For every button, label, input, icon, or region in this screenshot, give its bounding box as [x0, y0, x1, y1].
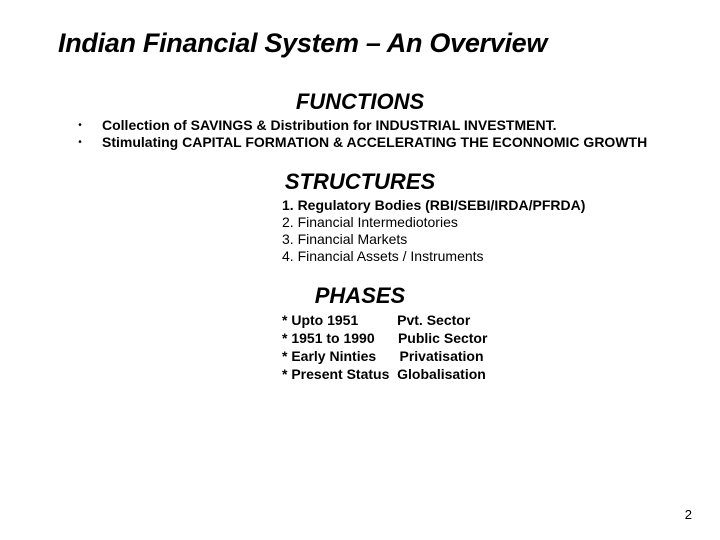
phase-item: * Upto 1951 Pvt. Sector — [282, 311, 662, 329]
structure-item: 2. Financial Intermediotories — [282, 214, 662, 231]
structures-heading: STRUCTURES — [58, 169, 662, 195]
phase-item: * Early Ninties Privatisation — [282, 347, 662, 365]
bullets-column: • • — [58, 117, 102, 151]
functions-text: Collection of SAVINGS & Distribution for… — [102, 117, 647, 151]
structure-item: 4. Financial Assets / Instruments — [282, 248, 662, 265]
structure-item: 3. Financial Markets — [282, 231, 662, 248]
slide-container: Indian Financial System – An Overview FU… — [0, 0, 720, 383]
phases-heading: PHASES — [58, 283, 662, 309]
page-number: 2 — [685, 507, 692, 522]
functions-block: • • Collection of SAVINGS & Distribution… — [58, 117, 662, 151]
function-item: Stimulating CAPITAL FORMATION & ACCELERA… — [102, 134, 647, 151]
bullet-icon: • — [58, 117, 102, 134]
function-item: Collection of SAVINGS & Distribution for… — [102, 117, 647, 134]
phase-item: * Present Status Globalisation — [282, 365, 662, 383]
phases-list: * Upto 1951 Pvt. Sector * 1951 to 1990 P… — [282, 311, 662, 383]
structure-item-text: 1. Regulatory Bodies (RBI/SEBI/IRDA/PFRD… — [282, 197, 585, 213]
structure-item: 1. Regulatory Bodies (RBI/SEBI/IRDA/PFRD… — [282, 197, 662, 214]
phase-item: * 1951 to 1990 Public Sector — [282, 329, 662, 347]
page-title: Indian Financial System – An Overview — [58, 28, 662, 59]
functions-heading: FUNCTIONS — [58, 89, 662, 115]
bullet-icon: • — [58, 134, 102, 151]
structures-list: 1. Regulatory Bodies (RBI/SEBI/IRDA/PFRD… — [282, 197, 662, 265]
